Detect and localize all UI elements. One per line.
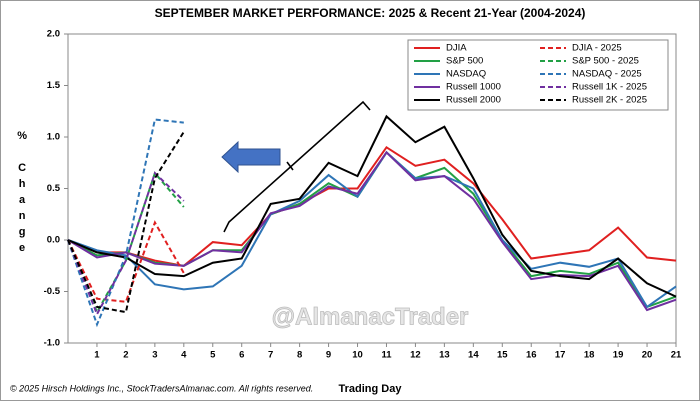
x-tick-label: 6	[239, 350, 244, 361]
x-tick-label: 1	[94, 350, 100, 361]
y-tick-label: 1.5	[47, 80, 61, 91]
series-line	[67, 131, 185, 314]
x-tick-label: 4	[181, 350, 187, 361]
x-tick-label: 12	[410, 350, 421, 361]
chart-title: SEPTEMBER MARKET PERFORMANCE: 2025 & Rec…	[155, 6, 586, 20]
x-tick-label: 8	[297, 350, 302, 361]
x-tick-label: 3	[152, 350, 157, 361]
series-line	[67, 171, 185, 317]
series-line	[67, 145, 677, 267]
y-tick-label: 2.0	[47, 29, 60, 40]
y-tick-label: -1.0	[44, 338, 60, 349]
y-tick-label: -0.5	[44, 286, 61, 297]
legend-label: NASDAQ	[446, 69, 486, 80]
legend-label: DJIA	[446, 43, 467, 54]
series-line	[67, 114, 677, 298]
series-line	[67, 118, 184, 328]
footnote: © 2025 Hirsch Holdings Inc., StockTrader…	[10, 383, 313, 393]
series-line	[67, 150, 677, 312]
x-tick-label: 9	[326, 350, 331, 361]
x-tick-label: 7	[268, 350, 273, 361]
x-tick-label: 5	[210, 350, 216, 361]
x-tick-label: 16	[526, 350, 537, 361]
x-tick-label: 18	[584, 350, 595, 361]
y-tick-label: 0.0	[47, 235, 60, 246]
x-tick-label: 10	[352, 350, 363, 361]
x-axis-label: Trading Day	[339, 383, 403, 395]
legend-label: Russell 2K - 2025	[572, 95, 647, 106]
x-tick-label: 17	[555, 350, 566, 361]
x-tick-label: 13	[439, 350, 450, 361]
y-tick-label: 1.0	[47, 132, 60, 143]
legend-label: NASDAQ - 2025	[572, 69, 642, 80]
legend-label: DJIA - 2025	[572, 43, 622, 54]
x-tick-label: 21	[671, 350, 682, 361]
legend-label: Russell 1000	[446, 82, 501, 93]
x-tick-label: 20	[642, 350, 653, 361]
x-tick-label: 19	[613, 350, 624, 361]
legend-label: Russell 1K - 2025	[572, 82, 647, 93]
x-tick-label: 11	[381, 350, 392, 361]
y-tick-label: 0.5	[47, 183, 61, 194]
x-tick-label: 2	[123, 350, 128, 361]
legend-label: S&P 500 - 2025	[572, 56, 639, 67]
arrow	[221, 140, 281, 174]
x-tick-label: 15	[497, 350, 508, 361]
legend	[407, 39, 669, 111]
watermark: @AlmanacTrader	[272, 303, 469, 330]
trend-line	[223, 100, 371, 233]
x-tick-label: 14	[468, 350, 479, 361]
legend-label: Russell 2000	[446, 95, 501, 106]
y-axis-label: % Change	[16, 130, 28, 258]
series-line	[67, 220, 185, 303]
legend-label: S&P 500	[446, 56, 483, 67]
